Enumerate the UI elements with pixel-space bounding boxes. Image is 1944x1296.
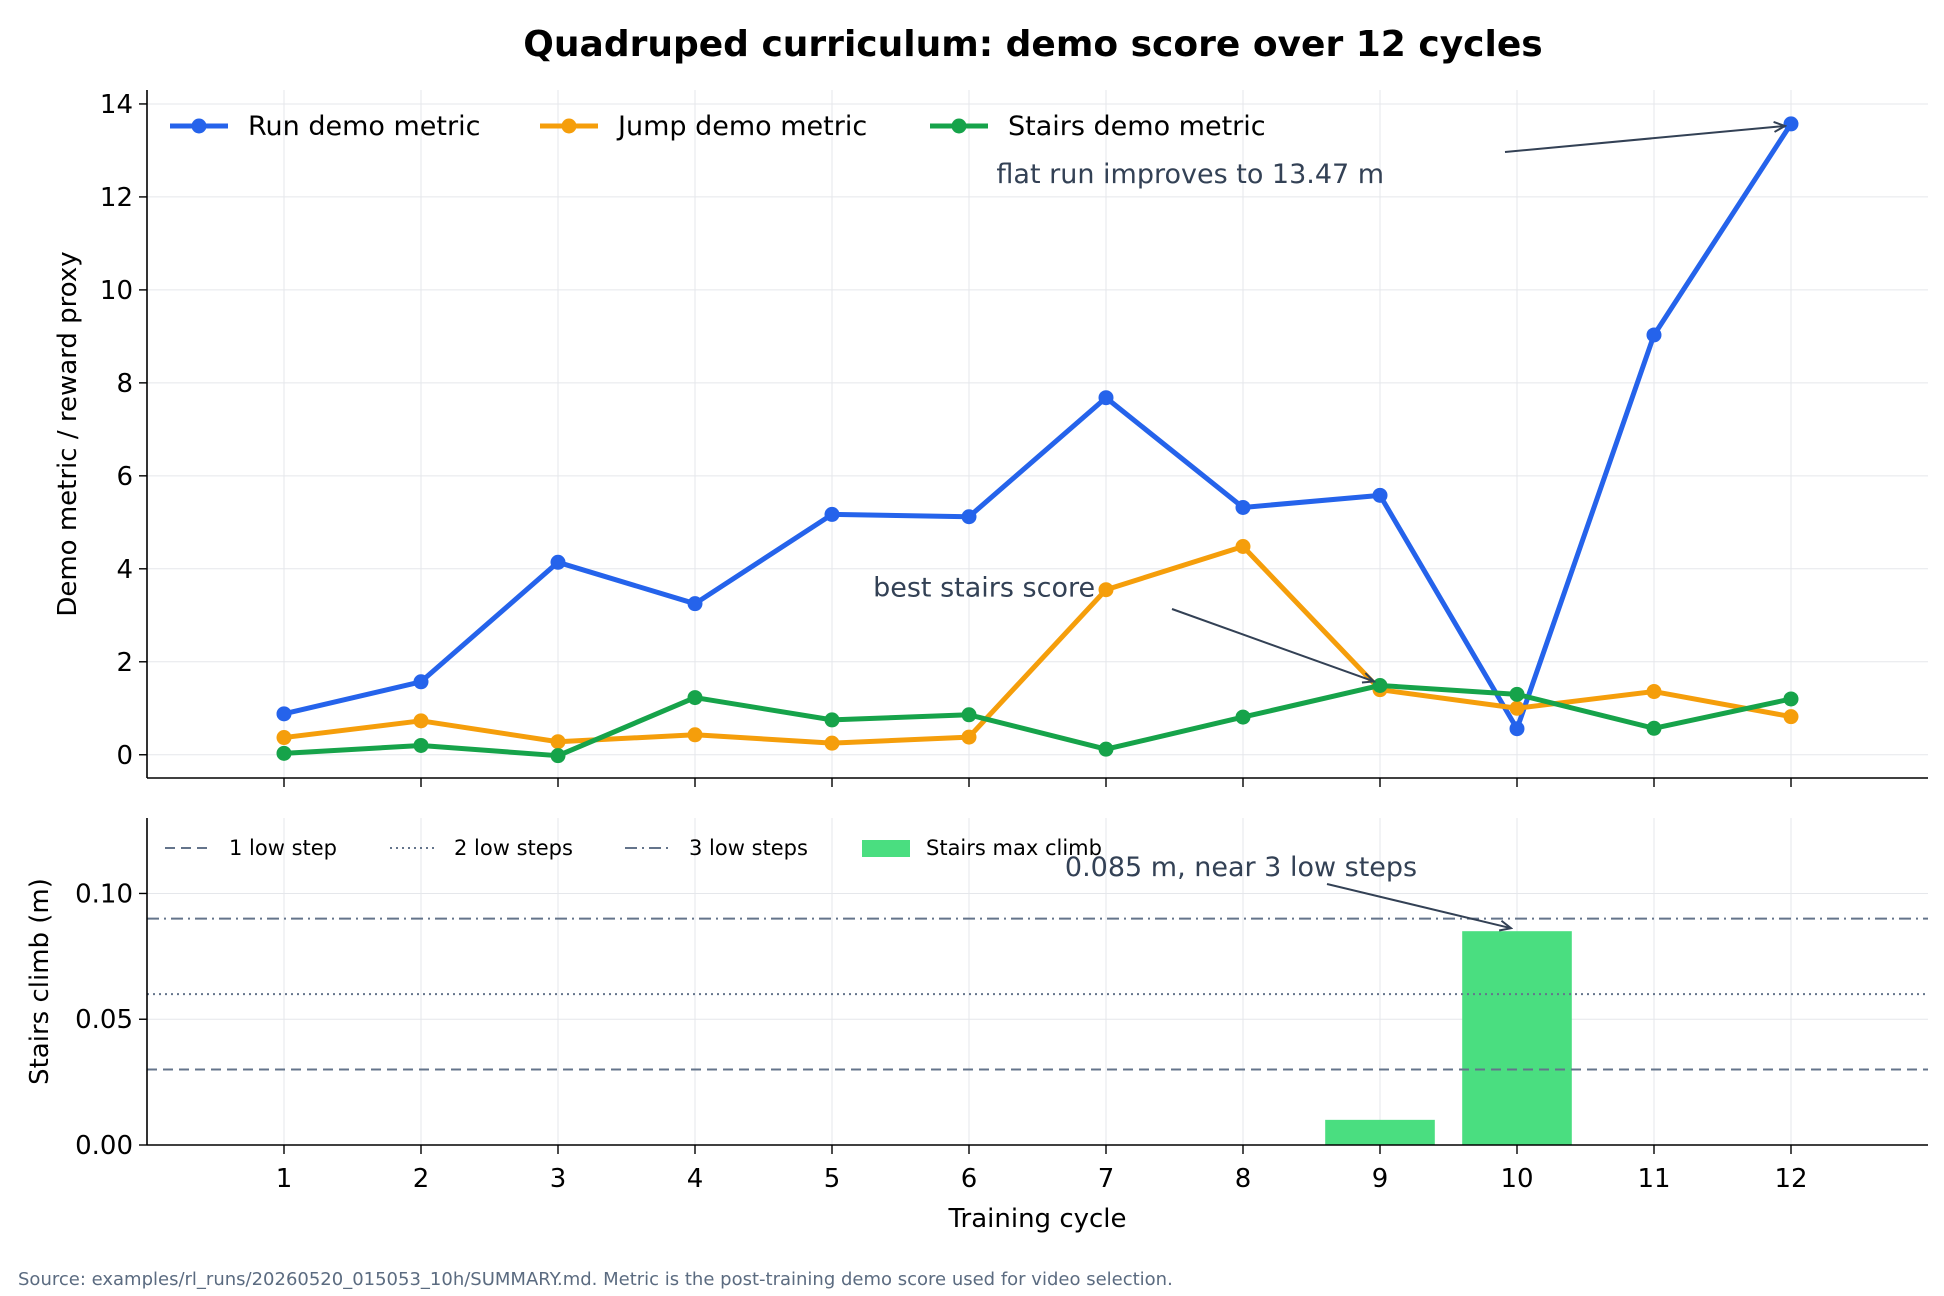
y-axis-label: Demo metric / reward proxy [53,251,83,616]
data-point [961,707,977,723]
data-point [550,554,566,570]
x-tick-label: 12 [1774,1164,1807,1194]
y-tick-label: 0.10 [75,879,133,909]
y-tick-label: 0.00 [75,1131,133,1161]
legend-marker [191,118,207,134]
data-point [961,509,977,525]
y-axis-label: Stairs climb (m) [25,878,55,1085]
y-tick-label: 4 [116,555,133,585]
x-tick-label: 10 [1500,1164,1533,1194]
data-point [1098,741,1114,757]
x-tick-label: 9 [1372,1164,1389,1194]
data-point [1646,720,1662,736]
x-axis-label: Training cycle [947,1204,1126,1234]
data-point [413,674,429,690]
y-tick-label: 10 [100,276,133,306]
data-point [824,712,840,728]
data-point [550,734,566,750]
data-point [413,737,429,753]
x-tick-label: 11 [1637,1164,1670,1194]
annotation-arrow [1504,126,1785,153]
data-point [687,596,703,612]
series-line-0 [283,122,1794,732]
legend-label: 2 low steps [454,836,573,860]
annotation-arrow [1171,608,1374,681]
y-tick-label: 14 [100,90,133,120]
x-tick-label: 7 [1098,1164,1115,1194]
data-point [550,748,566,764]
x-tick-label: 4 [687,1164,704,1194]
source-note: Source: examples/rl_runs/20260520_015053… [18,1269,1173,1290]
annotation-arrow [1326,883,1511,928]
data-point [276,706,292,722]
data-point [1783,691,1799,707]
series-line-1 [283,543,1792,746]
x-tick-label: 3 [550,1164,567,1194]
x-tick-label: 2 [413,1164,430,1194]
data-point [1235,538,1251,554]
data-point [1098,582,1114,598]
y-tick-label: 0 [116,741,133,771]
annotation-text: 0.085 m, near 3 low steps [1065,852,1417,883]
data-point [824,735,840,751]
data-point [1646,327,1662,343]
y-tick-label: 2 [116,648,133,678]
y-tick-label: 8 [116,369,133,399]
data-point [1783,116,1799,132]
legend-marker [951,118,967,134]
y-tick-label: 12 [100,183,133,213]
y-tick-label: 6 [116,462,133,492]
x-tick-label: 1 [276,1164,293,1194]
x-tick-label: 6 [961,1164,978,1194]
legend-label: Run demo metric [248,111,480,142]
chart-title: Quadruped curriculum: demo score over 12… [523,24,1542,65]
x-tick-label: 5 [824,1164,841,1194]
top-line-chart: 0 2 4 6 8 10 12 14 Demo metric / reward proxy Run… [53,90,1928,787]
data-point [276,745,292,761]
y-tick-label: 0.05 [75,1005,133,1035]
legend-label: Stairs demo metric [1008,111,1266,142]
data-point [824,506,840,522]
data-point [961,729,977,745]
data-point [1372,487,1388,503]
legend-label: 1 low step [229,836,337,860]
data-point [1509,686,1525,702]
legend-label: Stairs max climb [926,836,1102,860]
annotation-text: best stairs score [873,573,1095,604]
data-point [1509,700,1525,716]
data-point [1235,499,1251,515]
legend-label: 3 low steps [689,836,808,860]
data-point [1509,721,1525,737]
data-point [1783,709,1799,725]
data-point [687,690,703,706]
bar [1325,1119,1435,1145]
data-point [1235,709,1251,725]
data-point [413,713,429,729]
x-tick-label: 8 [1235,1164,1252,1194]
series-line-2 [283,682,1792,759]
data-point [1372,677,1388,693]
data-point [276,730,292,746]
data-point [687,727,703,743]
annotation-text: flat run improves to 13.47 m [996,159,1384,190]
data-point [1098,390,1114,406]
legend-marker [561,118,577,134]
data-point [1646,684,1662,700]
legend-label: Jump demo metric [616,111,867,142]
legend-swatch [862,840,910,857]
bar [1462,931,1572,1145]
